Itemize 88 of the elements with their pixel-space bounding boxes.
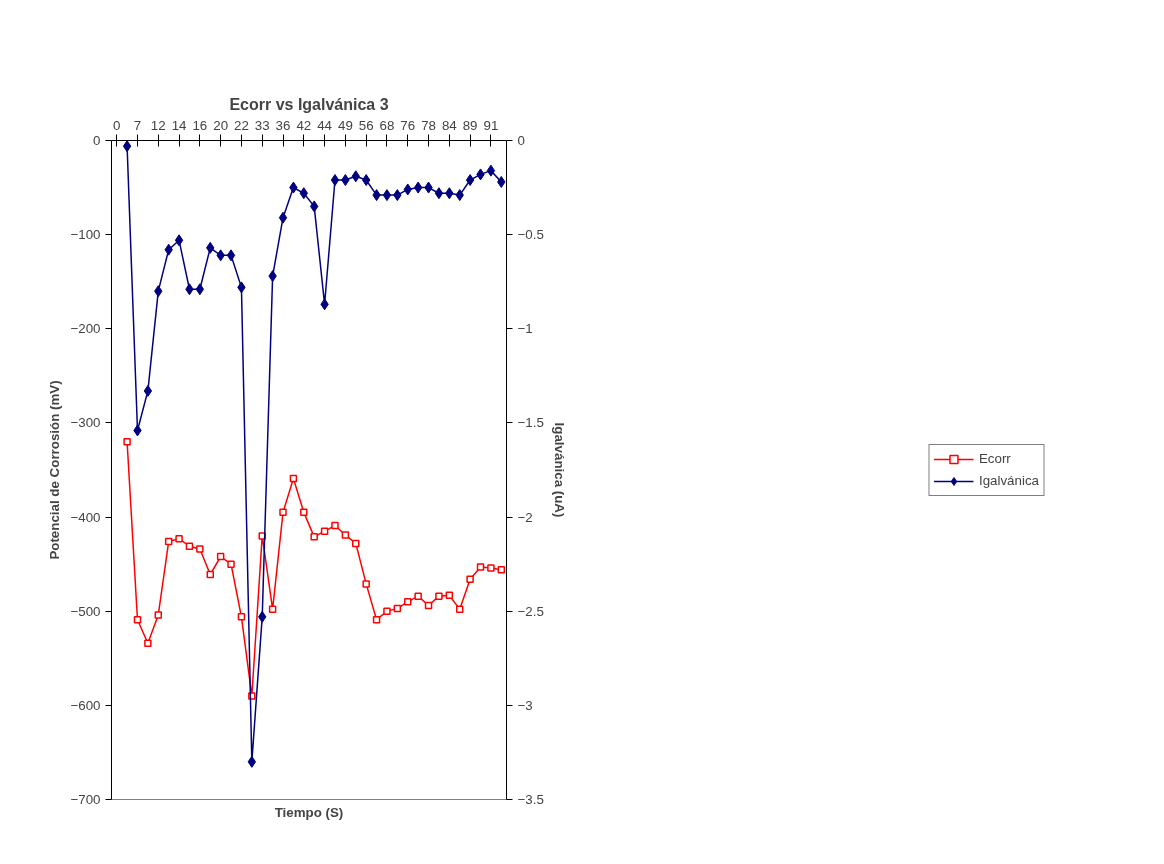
point: [143, 384, 153, 397]
point: [185, 542, 194, 551]
point: [382, 189, 392, 202]
y2-tick-label: −2: [517, 509, 533, 525]
x-tick-label: 22: [234, 117, 249, 133]
point: [310, 533, 318, 541]
x-tick-label: 7: [133, 117, 142, 133]
point: [435, 592, 443, 600]
point: [393, 604, 402, 613]
point: [404, 598, 412, 606]
point: [174, 234, 184, 247]
point: [175, 534, 183, 543]
point: [154, 611, 163, 619]
point: [383, 607, 391, 615]
x-tick-label: 42: [296, 117, 312, 133]
x-tick-label: 91: [483, 117, 499, 133]
chart-title: Ecorr vs Igalvánica 3: [229, 95, 389, 113]
y-tick-label: −700: [70, 792, 101, 807]
point: [352, 539, 360, 548]
y-tick-label: −200: [70, 321, 101, 337]
y-tick-label: −300: [70, 415, 101, 431]
point: [414, 592, 422, 600]
point: [466, 575, 474, 583]
x-tick-label: 20: [213, 117, 229, 133]
legend-label: Igalvánica: [978, 473, 1039, 488]
point: [289, 474, 298, 483]
point: [413, 181, 423, 194]
point: [144, 639, 152, 647]
point: [227, 560, 235, 568]
point: [497, 566, 506, 574]
x-axis-title: Tiempo (S): [274, 804, 344, 820]
point: [196, 545, 204, 553]
point: [476, 563, 485, 571]
y-tick-label: −400: [70, 509, 101, 525]
y2-tick-label: −2.5: [517, 603, 544, 619]
y2-tick-label: −3: [517, 697, 533, 713]
point: [300, 508, 308, 517]
x-tick-label: 49: [337, 117, 353, 133]
x-tick-label: 68: [379, 117, 395, 133]
y-tick-label: 0: [93, 133, 101, 148]
y2-tick-label: −1.5: [517, 415, 544, 431]
point: [133, 615, 142, 624]
x-tick-label: 76: [400, 117, 416, 133]
x-tick-label: 56: [358, 117, 374, 133]
point: [372, 615, 381, 624]
point: [455, 605, 464, 614]
x-tick-label: 89: [462, 117, 478, 133]
point: [330, 174, 340, 187]
x-tick-label: 36: [275, 117, 291, 133]
point: [164, 537, 173, 546]
point: [434, 187, 444, 200]
y-tick-label: −500: [70, 603, 101, 619]
x-tick-label: 14: [171, 117, 188, 133]
point: [216, 552, 225, 561]
point: [278, 211, 288, 224]
point: [320, 527, 329, 535]
y2-tick-label: 0: [517, 133, 525, 148]
x-tick-label: 78: [421, 117, 436, 133]
x-tick-label: 33: [254, 117, 270, 133]
point: [445, 591, 454, 599]
y2-tick-label: −0.5: [517, 227, 544, 243]
point: [226, 249, 236, 262]
point: [123, 438, 131, 446]
point: [268, 605, 277, 614]
y-axis-title: Potencial de Corrosión (mV): [47, 380, 63, 560]
y2-axis-title: Igalvánica (uA): [551, 422, 567, 518]
point: [487, 564, 495, 572]
x-tick-label: 12: [150, 117, 166, 133]
point: [341, 531, 350, 539]
point: [424, 601, 433, 610]
y2-tick-label: −3.5: [517, 792, 544, 807]
legend-label: Ecorr: [978, 451, 1011, 466]
point: [465, 174, 475, 187]
point: [362, 580, 370, 588]
point: [486, 164, 496, 177]
point: [237, 613, 246, 621]
y-tick-label: −100: [70, 227, 101, 243]
x-tick-label: 84: [441, 117, 458, 133]
point: [279, 508, 287, 517]
point: [195, 283, 205, 296]
x-tick-label: 16: [192, 117, 208, 133]
x-tick-label: 0: [112, 117, 121, 133]
point: [331, 521, 339, 530]
point: [122, 140, 132, 153]
x-tick-label: 44: [317, 117, 333, 133]
y2-tick-label: −1: [517, 321, 533, 337]
y-tick-label: −600: [70, 697, 101, 713]
point: [206, 570, 214, 579]
